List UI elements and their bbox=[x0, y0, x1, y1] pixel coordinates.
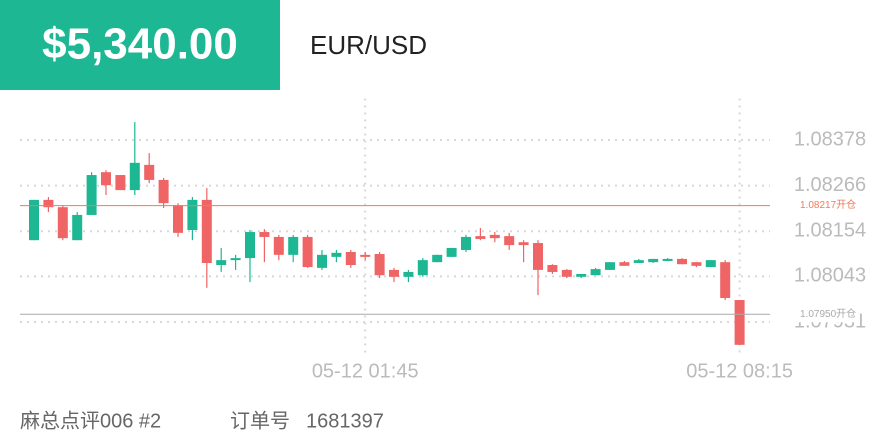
candle-body bbox=[288, 236, 299, 255]
order-number: 1681397 bbox=[306, 410, 384, 432]
x-tick-label: 05-12 08:15 bbox=[686, 360, 793, 382]
reference-label-bg bbox=[772, 306, 860, 323]
y-tick-label: 1.08378 bbox=[794, 128, 866, 150]
candle-body bbox=[57, 207, 68, 239]
candle-body bbox=[101, 172, 111, 186]
candle-body bbox=[533, 243, 543, 270]
candle-body bbox=[432, 254, 443, 263]
symbol: EUR/USD bbox=[310, 30, 427, 60]
candle-body bbox=[216, 260, 227, 266]
candle-body bbox=[144, 164, 155, 180]
candle-body bbox=[29, 199, 39, 241]
candle-body bbox=[43, 199, 54, 208]
candle-body bbox=[345, 251, 356, 266]
candle-body bbox=[158, 179, 169, 204]
reference-label-bg bbox=[772, 197, 860, 214]
candle-body bbox=[677, 258, 687, 265]
candle-body bbox=[489, 234, 500, 239]
candle-body bbox=[417, 260, 428, 276]
candle-body bbox=[201, 199, 212, 263]
candle-body bbox=[230, 258, 241, 261]
candle-body bbox=[648, 258, 659, 263]
candle-body bbox=[504, 236, 515, 246]
candle-body bbox=[705, 260, 716, 268]
candle-body bbox=[129, 162, 140, 191]
candle-body bbox=[173, 205, 183, 233]
candle-body bbox=[86, 175, 97, 215]
candle-body bbox=[547, 265, 558, 272]
candle-body bbox=[259, 232, 270, 237]
candle-body bbox=[576, 273, 587, 277]
candle-body bbox=[331, 252, 342, 257]
amount: $5,340.00 bbox=[42, 20, 238, 69]
reference-label: 1.08217开仓 bbox=[800, 198, 856, 211]
candle-body bbox=[518, 242, 529, 246]
candle-body bbox=[590, 269, 601, 276]
candle-body bbox=[446, 247, 457, 257]
candle-body bbox=[720, 262, 731, 298]
candle-body bbox=[389, 269, 399, 277]
x-tick-label: 05-12 01:45 bbox=[312, 360, 419, 382]
candle-body bbox=[360, 254, 371, 257]
candle-body bbox=[374, 254, 385, 276]
y-tick-label: 1.08266 bbox=[794, 174, 866, 196]
candle-body bbox=[662, 258, 673, 261]
candle-body bbox=[245, 232, 255, 259]
candle-body bbox=[691, 262, 702, 266]
candle-body bbox=[605, 262, 615, 270]
candle-body bbox=[273, 236, 284, 255]
candle-body bbox=[619, 262, 630, 266]
y-tick-label: 1.08154 bbox=[794, 220, 866, 242]
candle-body bbox=[633, 260, 644, 263]
y-tick-label: 1.08043 bbox=[794, 265, 866, 287]
candle-body bbox=[403, 271, 414, 277]
candle-body bbox=[734, 300, 745, 345]
amount-badge bbox=[0, 0, 280, 90]
order-label: 订单号 bbox=[230, 409, 290, 432]
candle-body bbox=[115, 175, 126, 191]
candle-body bbox=[561, 269, 572, 277]
candle-body bbox=[461, 236, 471, 250]
footer-name: 麻总点评006 #2 bbox=[20, 409, 161, 432]
candle-body bbox=[72, 214, 83, 241]
candle-body bbox=[317, 254, 327, 268]
candle-body bbox=[187, 199, 198, 231]
reference-label: 1.07950开仓 bbox=[800, 307, 856, 320]
candle-body bbox=[302, 236, 313, 268]
candle-body bbox=[475, 236, 486, 239]
